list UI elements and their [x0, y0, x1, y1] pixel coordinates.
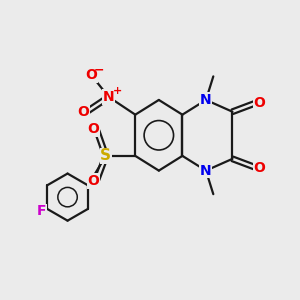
Text: O: O — [254, 161, 266, 175]
Text: F: F — [37, 204, 46, 218]
Text: −: − — [94, 63, 105, 76]
Text: O: O — [88, 122, 99, 136]
Text: N: N — [103, 90, 115, 104]
Text: O: O — [88, 174, 99, 188]
Text: S: S — [100, 148, 111, 164]
Text: O: O — [254, 96, 266, 110]
Text: O: O — [85, 68, 97, 82]
Text: +: + — [112, 85, 122, 95]
Text: N: N — [200, 164, 212, 178]
Text: O: O — [77, 105, 89, 119]
Text: N: N — [200, 93, 212, 107]
